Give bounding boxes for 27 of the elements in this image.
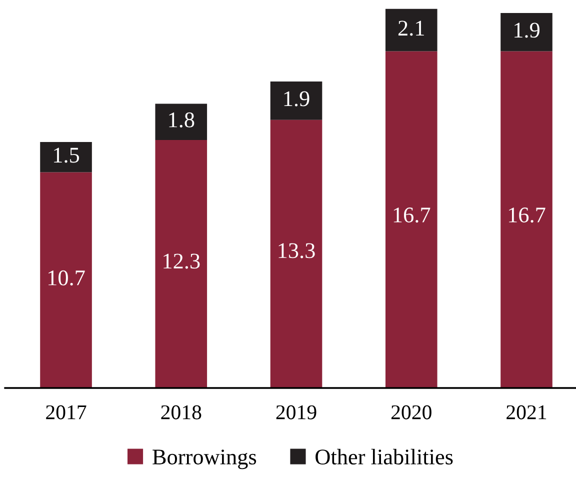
data-label: 2.1 [398,20,424,36]
data-label: 1.9 [284,91,310,106]
data-label: 1.5 [54,148,80,163]
legend-label: Other liabilities [316,448,453,465]
bar [500,12,552,52]
bar [270,82,322,120]
bar [155,140,208,388]
data-label: 10.7 [48,270,85,286]
data-label: 13.3 [278,243,315,258]
data-label: 16.7 [394,208,430,223]
bar [385,8,438,52]
data-label: 16.7 [509,208,546,223]
bar [40,142,92,172]
x-tick-label: 2021 [506,405,546,420]
bar [385,51,438,388]
x-tick-label: 2018 [161,405,202,420]
x-tick-label: 2020 [391,405,432,420]
bar [155,104,208,140]
bar [500,51,552,388]
data-label: 1.8 [169,112,194,128]
x-tick-label: 2019 [276,405,316,420]
data-label: 12.3 [164,254,200,269]
x-tick-label: 2017 [46,405,86,420]
legend-label: Borrowings [152,450,256,470]
bar [270,120,322,388]
data-label: 1.9 [514,22,540,38]
bar [40,172,92,388]
